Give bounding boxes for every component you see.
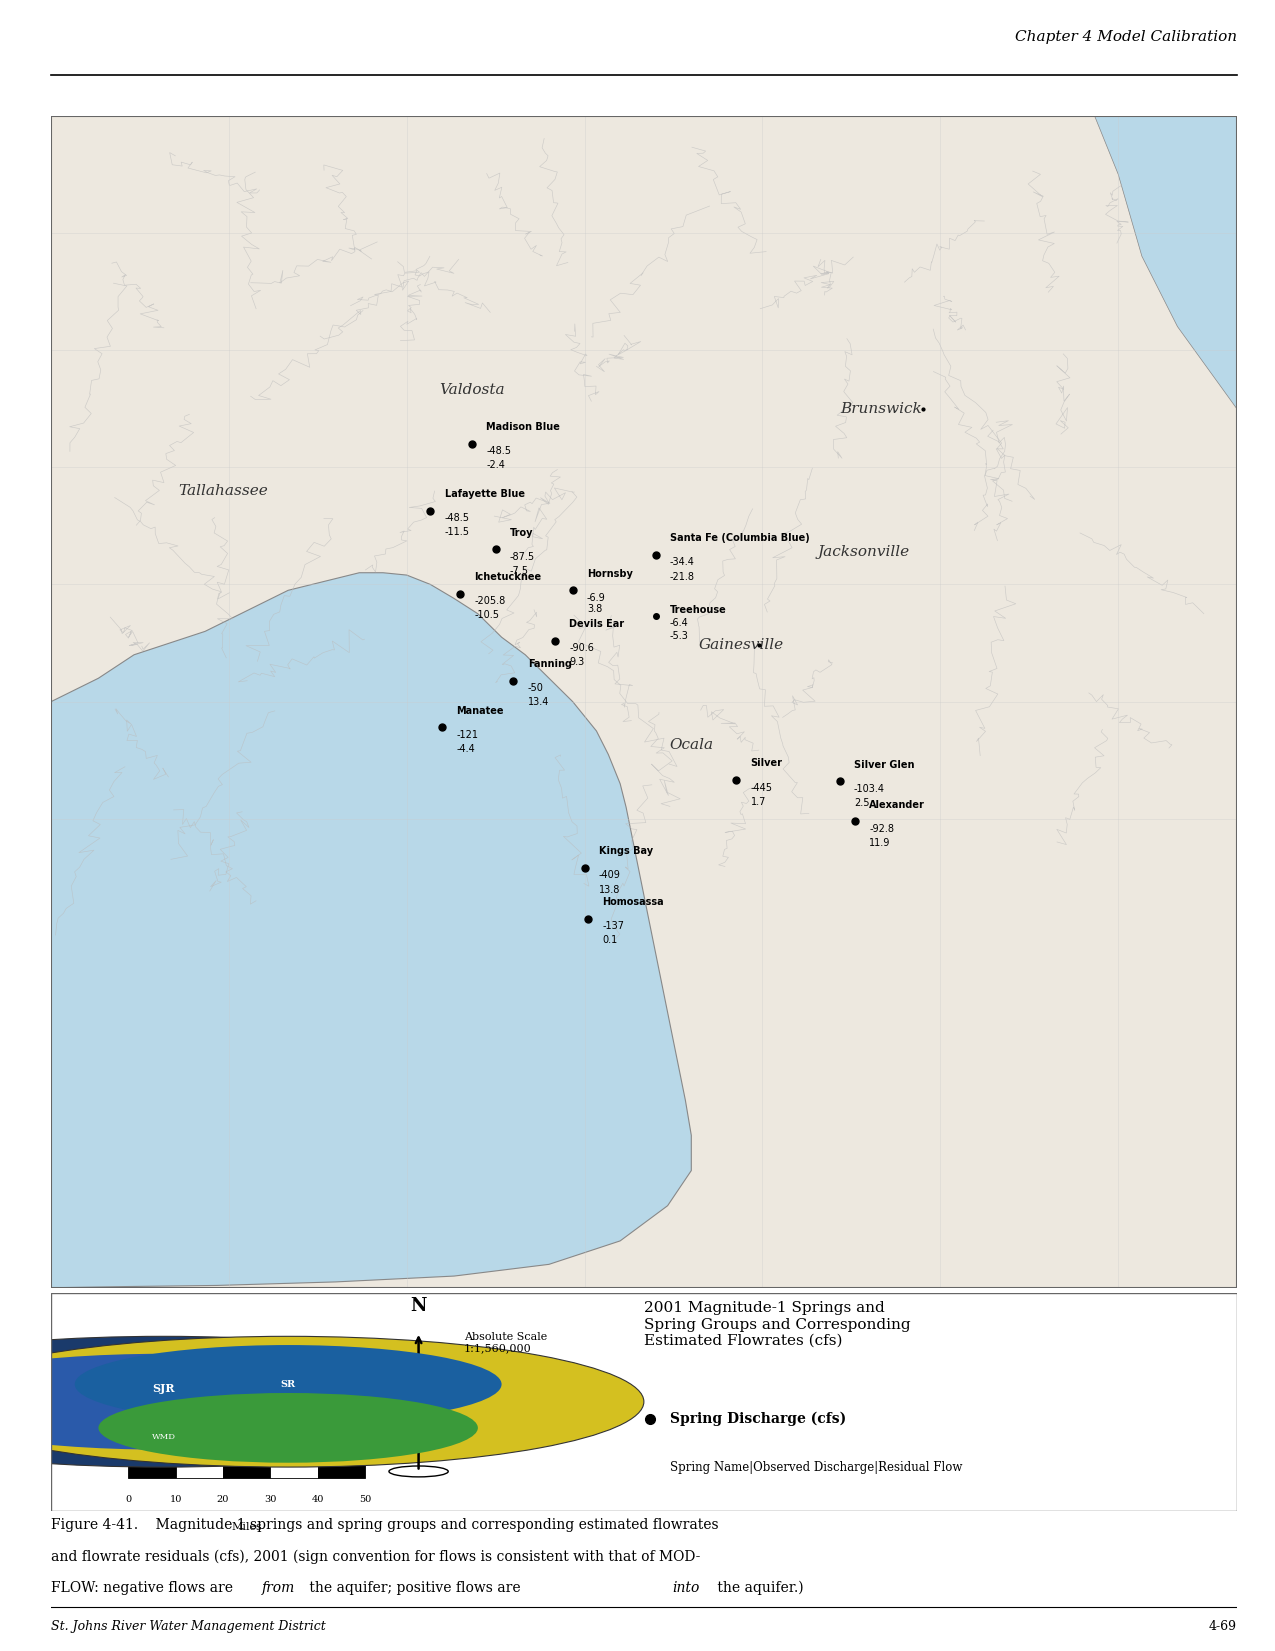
Circle shape xyxy=(0,1336,644,1468)
Text: 30: 30 xyxy=(264,1496,277,1504)
Text: N: N xyxy=(411,1296,427,1314)
Text: SR: SR xyxy=(280,1380,296,1388)
Text: -48.5: -48.5 xyxy=(486,446,511,456)
Text: Treehouse: Treehouse xyxy=(669,606,727,616)
Circle shape xyxy=(0,1354,425,1450)
Text: 1.7: 1.7 xyxy=(751,797,766,807)
Text: -34.4: -34.4 xyxy=(669,558,695,568)
Text: Absolute Scale
1:1,560,000: Absolute Scale 1:1,560,000 xyxy=(464,1332,547,1354)
Text: the aquifer; positive flows are: the aquifer; positive flows are xyxy=(305,1582,525,1595)
Text: Spring Name|Observed Discharge|Residual Flow: Spring Name|Observed Discharge|Residual … xyxy=(669,1461,963,1474)
Text: WMD: WMD xyxy=(152,1433,176,1441)
Text: the aquifer.): the aquifer.) xyxy=(713,1582,803,1595)
Bar xyxy=(176,1456,223,1478)
Text: Tallahassee: Tallahassee xyxy=(179,484,268,497)
Text: Figure 4-41.    Magnitude 1 springs and spring groups and corresponding estimate: Figure 4-41. Magnitude 1 springs and spr… xyxy=(51,1517,719,1532)
Text: FLOW: negative flows are: FLOW: negative flows are xyxy=(51,1582,237,1595)
Text: Madison Blue: Madison Blue xyxy=(486,423,560,433)
Circle shape xyxy=(0,1336,519,1468)
Polygon shape xyxy=(1094,116,1237,409)
Bar xyxy=(270,1456,317,1478)
Text: Valdosta: Valdosta xyxy=(439,383,505,396)
Text: Ocala: Ocala xyxy=(669,738,714,753)
Text: 13.4: 13.4 xyxy=(528,697,550,707)
Text: 2.5: 2.5 xyxy=(854,797,870,807)
Text: -6.9: -6.9 xyxy=(586,593,606,603)
Text: Silver Glen: Silver Glen xyxy=(854,759,914,769)
Circle shape xyxy=(98,1393,478,1463)
Text: -50: -50 xyxy=(528,684,543,693)
Text: 11.9: 11.9 xyxy=(870,837,890,847)
Text: 0: 0 xyxy=(125,1496,131,1504)
Text: 2001 Magnitude-1 Springs and
Spring Groups and Corresponding
Estimated Flowrates: 2001 Magnitude-1 Springs and Spring Grou… xyxy=(644,1301,910,1347)
Text: -409: -409 xyxy=(599,870,621,880)
Text: -137: -137 xyxy=(602,921,625,931)
Text: Hornsby: Hornsby xyxy=(586,568,632,578)
Text: -4.4: -4.4 xyxy=(456,745,476,755)
Text: Chapter 4 Model Calibration: Chapter 4 Model Calibration xyxy=(1015,30,1237,45)
Text: 0.1: 0.1 xyxy=(602,934,617,944)
Text: -7.5: -7.5 xyxy=(510,566,529,576)
Text: Brunswick: Brunswick xyxy=(840,401,922,416)
Text: -103.4: -103.4 xyxy=(854,784,885,794)
Text: 10: 10 xyxy=(170,1496,182,1504)
Text: St. Johns River Water Management District: St. Johns River Water Management Distric… xyxy=(51,1620,325,1633)
Text: into: into xyxy=(672,1582,700,1595)
Text: and flowrate residuals (cfs), 2001 (sign convention for flows is consistent with: and flowrate residuals (cfs), 2001 (sign… xyxy=(51,1549,700,1563)
Text: Santa Fe (Columbia Blue): Santa Fe (Columbia Blue) xyxy=(669,533,810,543)
Text: -445: -445 xyxy=(751,783,773,792)
Circle shape xyxy=(75,1346,501,1423)
Text: Devils Ear: Devils Ear xyxy=(569,619,625,629)
Text: Ichetucknee: Ichetucknee xyxy=(474,573,542,583)
Text: -11.5: -11.5 xyxy=(445,527,469,537)
Text: -205.8: -205.8 xyxy=(474,596,506,606)
Text: 4-69: 4-69 xyxy=(1209,1620,1237,1633)
Text: -92.8: -92.8 xyxy=(870,824,894,834)
Text: 50: 50 xyxy=(360,1496,371,1504)
Text: Alexander: Alexander xyxy=(870,799,926,809)
Text: Troy: Troy xyxy=(510,528,533,538)
Text: -87.5: -87.5 xyxy=(510,551,536,561)
Text: -90.6: -90.6 xyxy=(569,644,594,654)
Bar xyxy=(223,1456,270,1478)
Text: 40: 40 xyxy=(311,1496,324,1504)
Text: 3.8: 3.8 xyxy=(586,604,602,614)
Text: Lafayette Blue: Lafayette Blue xyxy=(445,489,525,499)
Text: -5.3: -5.3 xyxy=(669,631,688,641)
Bar xyxy=(317,1456,365,1478)
Text: -21.8: -21.8 xyxy=(669,571,695,581)
Text: SJR: SJR xyxy=(153,1384,175,1393)
Text: Manatee: Manatee xyxy=(456,705,504,717)
Text: from: from xyxy=(263,1582,296,1595)
Text: -121: -121 xyxy=(456,730,478,740)
Text: 13.8: 13.8 xyxy=(599,885,620,895)
Text: -10.5: -10.5 xyxy=(474,611,500,621)
Text: -48.5: -48.5 xyxy=(445,513,469,523)
Text: Silver: Silver xyxy=(751,758,783,768)
Text: Miles: Miles xyxy=(231,1522,263,1532)
Text: 20: 20 xyxy=(217,1496,230,1504)
Text: -6.4: -6.4 xyxy=(669,617,688,627)
Text: Homosassa: Homosassa xyxy=(602,896,664,906)
Text: Jacksonville: Jacksonville xyxy=(817,545,909,558)
Text: Kings Bay: Kings Bay xyxy=(599,847,653,857)
Bar xyxy=(128,1456,176,1478)
Text: -2.4: -2.4 xyxy=(486,461,505,471)
Text: 9.3: 9.3 xyxy=(569,657,584,667)
Polygon shape xyxy=(51,573,691,1288)
Text: Gainesville: Gainesville xyxy=(699,639,784,652)
Text: Fanning: Fanning xyxy=(528,659,571,669)
Text: Spring Discharge (cfs): Spring Discharge (cfs) xyxy=(669,1412,847,1426)
